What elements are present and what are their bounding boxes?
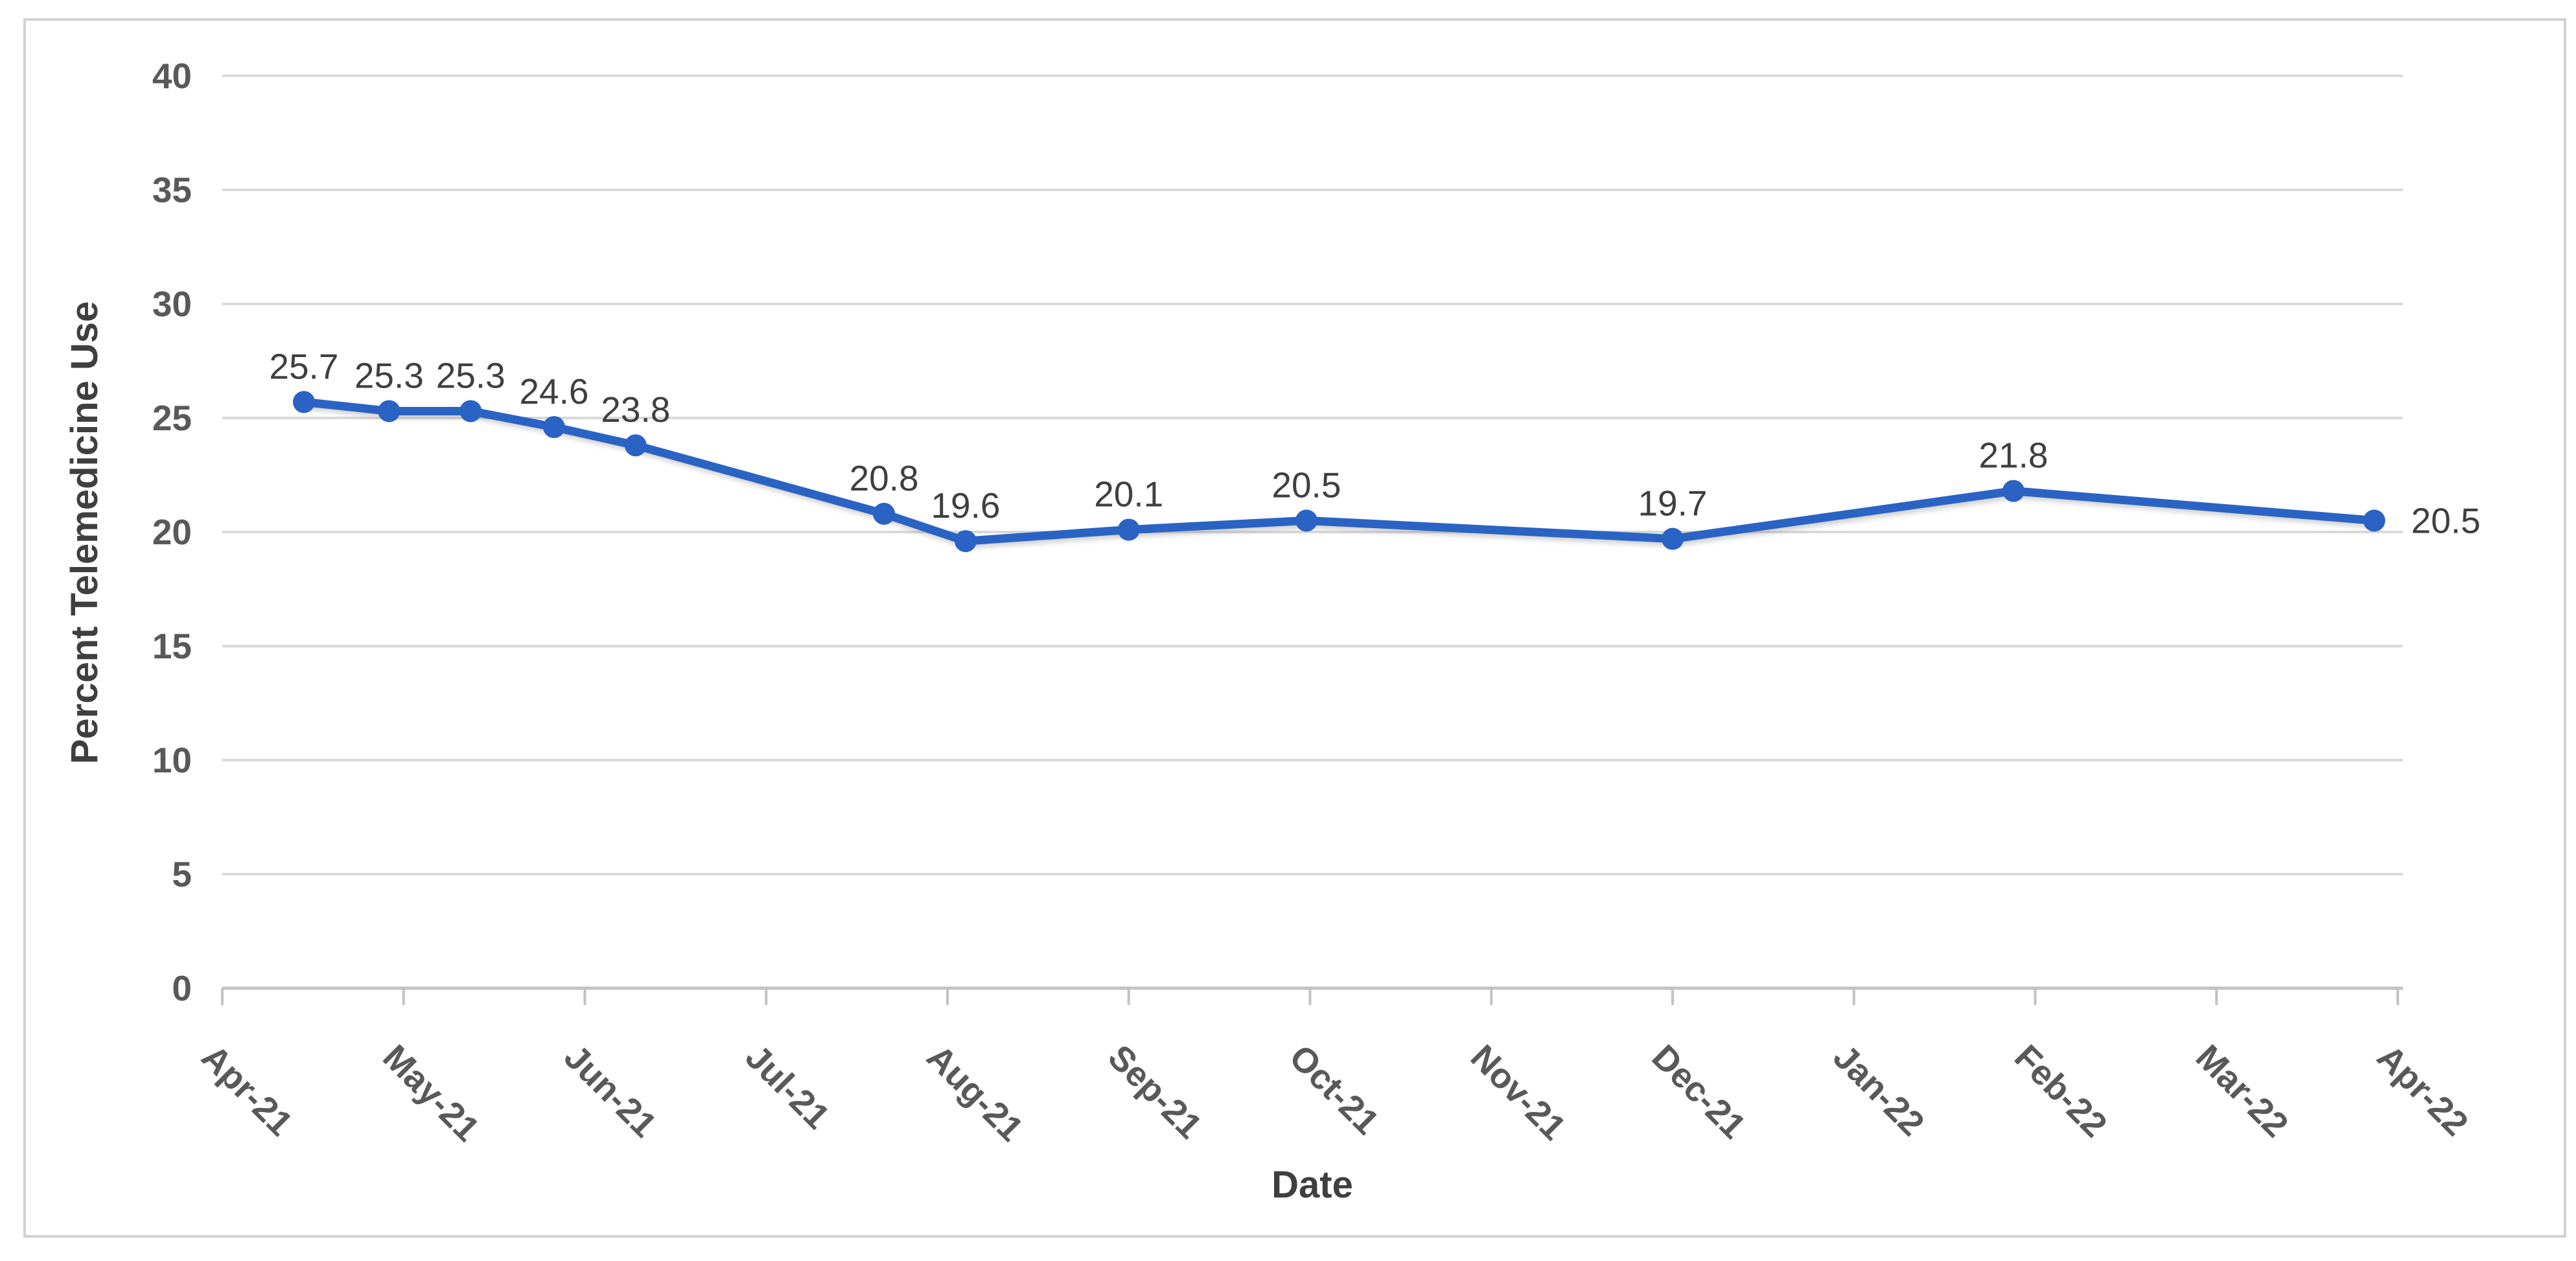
data-label: 21.8 bbox=[1978, 435, 2048, 476]
data-label: 25.3 bbox=[354, 355, 424, 395]
x-tick-label: Dec-21 bbox=[1645, 1037, 1754, 1146]
data-point-marker bbox=[1662, 527, 1684, 550]
y-tick-label: 5 bbox=[172, 854, 192, 894]
y-tick-label: 0 bbox=[172, 968, 192, 1008]
x-tick-label: Apr-21 bbox=[194, 1037, 300, 1143]
data-label: 20.1 bbox=[1094, 474, 1163, 514]
gridlines bbox=[222, 75, 2403, 875]
y-tick-label: 40 bbox=[152, 56, 192, 96]
y-tick-label: 30 bbox=[152, 284, 192, 324]
series-line bbox=[299, 397, 2379, 546]
x-tick-label: Mar-22 bbox=[2188, 1037, 2296, 1145]
data-label: 24.6 bbox=[519, 371, 588, 411]
data-label: 25.3 bbox=[436, 355, 505, 395]
y-tick-label: 20 bbox=[152, 512, 192, 552]
data-labels: 25.7 25.3 25.3 24.6 23.8 20.8 19.6 20.1 20.5 19.7… bbox=[269, 346, 2480, 540]
x-tick-label: Nov-21 bbox=[1463, 1037, 1573, 1148]
x-axis: Apr-21 May-21 Jun-21 Jul-21 Aug-21 Sep-21 Oct-… bbox=[194, 986, 2476, 1149]
data-label: 20.5 bbox=[1271, 465, 1341, 505]
y-axis-tick-labels: 0 5 10 15 20 25 30 35 40 bbox=[152, 56, 192, 1008]
y-tick-label: 10 bbox=[152, 740, 192, 780]
data-point-marker bbox=[1117, 518, 1140, 541]
data-series bbox=[292, 391, 2385, 553]
x-tick-label: Feb-22 bbox=[2007, 1037, 2115, 1145]
data-point-marker bbox=[2002, 480, 2025, 502]
y-axis-title: Percent Telemedicine Use bbox=[64, 301, 106, 765]
chart-border bbox=[23, 18, 2566, 1238]
data-label: 20.5 bbox=[2411, 500, 2481, 540]
data-label: 19.6 bbox=[931, 485, 1000, 526]
data-point-marker bbox=[2363, 509, 2385, 532]
data-label: 25.7 bbox=[269, 346, 338, 386]
data-label: 20.8 bbox=[850, 458, 919, 498]
x-axis-title: Date bbox=[1271, 1164, 1353, 1206]
x-tick-label: Jan-22 bbox=[1826, 1037, 1931, 1143]
data-point-marker bbox=[954, 530, 977, 553]
data-point-marker bbox=[542, 416, 565, 439]
x-tick-label: May-21 bbox=[375, 1037, 487, 1149]
x-tick-label: Apr-22 bbox=[2370, 1037, 2476, 1143]
x-tick-label: Sep-21 bbox=[1100, 1037, 1209, 1146]
x-tick-label: Jul-21 bbox=[738, 1037, 837, 1137]
data-point-marker bbox=[378, 400, 400, 422]
y-tick-label: 15 bbox=[152, 626, 192, 666]
x-tick-label: Aug-21 bbox=[920, 1037, 1031, 1149]
x-tick-label: Jun-21 bbox=[557, 1037, 664, 1145]
x-tick-label: Oct-21 bbox=[1282, 1037, 1386, 1142]
data-point-marker bbox=[624, 434, 647, 457]
y-tick-label: 25 bbox=[152, 398, 192, 438]
data-point-marker bbox=[459, 400, 482, 422]
data-point-marker bbox=[873, 502, 896, 525]
data-label: 23.8 bbox=[601, 389, 670, 430]
data-label: 19.7 bbox=[1638, 483, 1707, 524]
data-point-marker bbox=[1295, 509, 1317, 532]
y-tick-label: 35 bbox=[152, 170, 192, 210]
data-point-marker bbox=[292, 391, 315, 413]
